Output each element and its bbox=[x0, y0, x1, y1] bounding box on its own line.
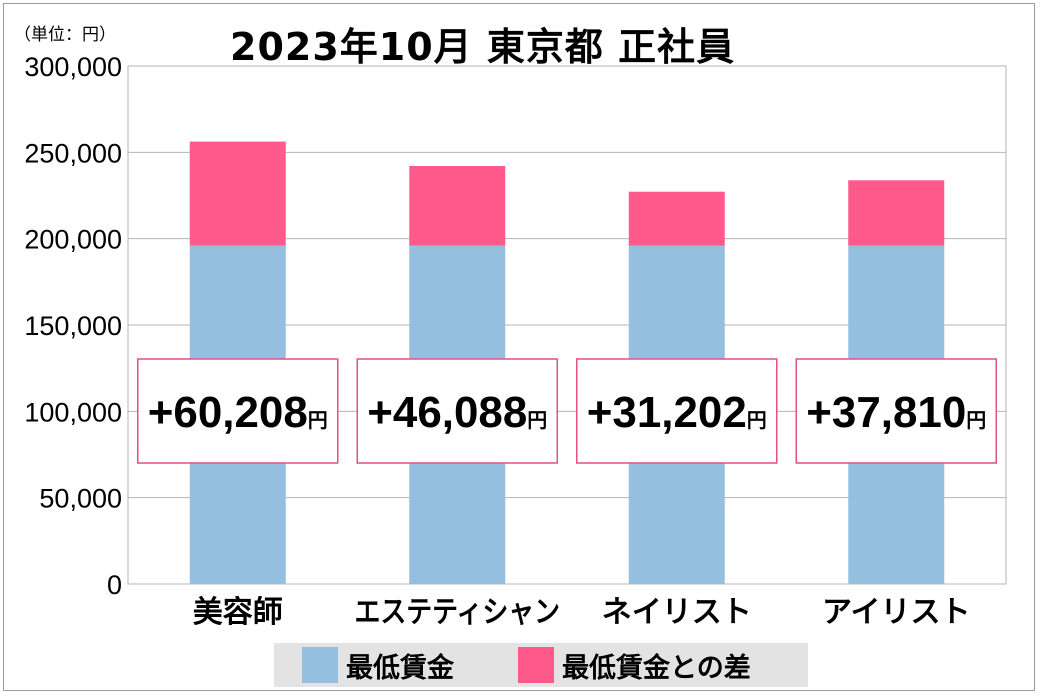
y-tick-label: 150,000 bbox=[24, 311, 122, 341]
bar-difference bbox=[409, 165, 506, 246]
legend-swatch-minimum-wage bbox=[302, 647, 338, 683]
difference-label-box bbox=[137, 358, 339, 464]
difference-labels: +60,208円 +46,088円 +31,202円 +37,810円 bbox=[137, 358, 997, 464]
difference-label-box bbox=[576, 358, 778, 464]
x-category-label: エステティシャン bbox=[355, 595, 561, 630]
legend-item-difference: 最低賃金との差 bbox=[518, 647, 751, 684]
difference-label-box bbox=[356, 358, 558, 464]
y-tick-label: 50,000 bbox=[39, 484, 122, 514]
x-category-label: 美容師 bbox=[193, 595, 283, 630]
unit-label: （単位：円） bbox=[14, 25, 116, 45]
y-tick-label: 300,000 bbox=[24, 52, 122, 82]
y-tick-label: 200,000 bbox=[24, 225, 122, 255]
difference-value: +46,088 bbox=[367, 388, 527, 437]
difference-label-box bbox=[795, 358, 997, 464]
legend-item-minimum-wage: 最低賃金 bbox=[302, 647, 454, 684]
x-category-label: アイリスト bbox=[822, 595, 971, 630]
difference-unit: 円 bbox=[966, 408, 986, 432]
x-category-label: ネイリスト bbox=[602, 595, 752, 630]
difference-value: +37,810 bbox=[806, 388, 966, 437]
bar-difference bbox=[189, 141, 286, 246]
bar-difference bbox=[848, 180, 945, 246]
difference-label: +37,810円 bbox=[806, 388, 986, 437]
difference-value: +31,202 bbox=[587, 388, 747, 437]
chart-title: 2023年10月 東京都 正社員 bbox=[230, 25, 736, 69]
y-tick-label: 100,000 bbox=[24, 397, 122, 427]
legend-label-minimum-wage: 最低賃金 bbox=[346, 652, 454, 684]
difference-unit: 円 bbox=[747, 408, 767, 432]
y-axis: 0 50,000 100,000 150,000 200,000 250,000 300,0… bbox=[24, 52, 122, 600]
y-tick-label: 0 bbox=[107, 570, 122, 600]
difference-unit: 円 bbox=[308, 408, 328, 432]
y-tick-label: 250,000 bbox=[24, 138, 122, 168]
legend: 最低賃金 最低賃金との差 bbox=[274, 643, 808, 687]
difference-unit: 円 bbox=[527, 408, 547, 432]
legend-swatch-difference bbox=[518, 647, 554, 683]
difference-label: +60,208円 bbox=[148, 388, 328, 437]
difference-label: +46,088円 bbox=[367, 388, 547, 437]
difference-label: +31,202円 bbox=[587, 388, 767, 437]
legend-label-difference: 最低賃金との差 bbox=[562, 652, 751, 684]
bar-difference bbox=[628, 191, 725, 246]
difference-value: +60,208 bbox=[148, 388, 308, 437]
x-axis: 美容師 エステティシャン ネイリスト アイリスト bbox=[193, 595, 971, 630]
